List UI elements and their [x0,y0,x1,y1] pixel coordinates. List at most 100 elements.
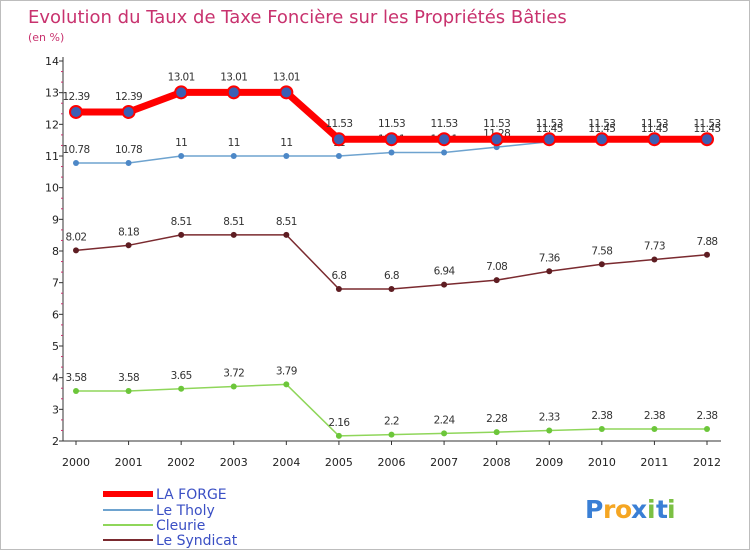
legend-label: Le Tholy [156,503,215,519]
data-point-cleurie[interactable] [230,383,237,390]
logo-letter: t [656,495,668,524]
data-point-cleurie[interactable] [283,381,290,388]
data-point-la-forge[interactable] [700,132,714,147]
x-tick-label: 2011 [640,456,668,469]
legend-item-la-forge[interactable]: LA FORGE [103,487,227,503]
x-tick-label: 2008 [483,456,511,469]
data-label-cleurie: 3.58 [66,372,87,384]
y-tick-label: 4 [52,372,59,385]
data-label-le-syndicat: 8.51 [171,216,192,228]
data-point-le-syndicat[interactable] [441,281,448,288]
data-point-cleurie[interactable] [651,425,658,432]
data-point-le-syndicat[interactable] [598,261,605,268]
logo-letter: r [603,495,616,524]
data-label-cleurie: 2.38 [591,410,612,422]
data-point-la-forge[interactable] [121,104,136,119]
axes: 2 3 4 5 6 7 8 9 10 11 12 13 14 2000 2001 2002 2003 2004 20… [45,55,721,469]
data-point-cleurie[interactable] [441,430,448,437]
data-point-la-forge[interactable] [647,132,662,147]
data-label-le-tholy: 11.45 [536,123,563,135]
data-point-le-tholy[interactable] [388,149,395,156]
x-tick-label: 2006 [378,456,406,469]
data-point-le-tholy[interactable] [125,159,132,166]
data-point-cleurie[interactable] [546,427,553,434]
data-point-la-forge[interactable] [174,85,189,100]
y-tick-label: 14 [45,55,59,68]
data-point-cleurie[interactable] [335,432,342,439]
legend-item-le-syndicat[interactable]: Le Syndicat [103,533,238,549]
data-point-le-tholy[interactable] [178,153,185,159]
data-label-cleurie: 2.38 [697,410,718,422]
data-label-le-syndicat: 7.58 [591,245,612,257]
data-label-cleurie: 3.65 [171,370,192,382]
data-point-le-syndicat[interactable] [73,247,79,254]
data-point-le-syndicat[interactable] [704,251,710,258]
data-point-la-forge[interactable] [69,104,83,119]
y-tick-label: 13 [45,87,59,100]
data-label-la-forge: 11.53 [588,118,615,130]
data-label-cleurie: 3.79 [276,365,297,377]
data-point-le-syndicat[interactable] [335,286,342,292]
data-point-le-tholy[interactable] [230,153,237,159]
data-label-le-tholy: 11.45 [693,123,720,135]
data-point-cleurie[interactable] [73,387,79,394]
data-point-cleurie[interactable] [493,429,500,436]
data-point-le-syndicat[interactable] [230,231,237,238]
data-point-le-tholy[interactable] [441,149,448,156]
y-tick-label: 12 [45,118,59,131]
data-point-le-syndicat[interactable] [178,231,185,238]
y-tick-label: 3 [52,403,59,416]
data-point-le-syndicat[interactable] [493,277,500,284]
x-tick-label: 2000 [62,456,90,469]
logo-letter: o [615,495,632,524]
x-tick-label: 2009 [535,456,563,469]
data-label-cleurie: 3.72 [223,368,244,380]
data-point-la-forge[interactable] [279,85,294,100]
data-point-la-forge[interactable] [542,132,557,147]
data-point-le-syndicat[interactable] [388,286,395,292]
data-point-le-tholy[interactable] [335,153,342,159]
data-point-la-forge[interactable] [594,132,609,147]
y-tick-label: 11 [45,150,59,163]
data-point-cleurie[interactable] [704,425,710,432]
data-label-cleurie: 2.28 [486,413,507,425]
data-label-le-syndicat: 8.51 [223,216,244,228]
series-le-syndicat: 8.02 8.18 8.51 8.51 8.51 6.8 6.8 6.94 7.08 7.36 7.… [66,216,718,292]
legend-item-cleurie[interactable]: Cleurie [103,518,205,534]
data-point-le-syndicat[interactable] [125,242,132,249]
x-tick-label: 2012 [693,456,721,469]
legend-item-le-tholy[interactable]: Le Tholy [103,503,215,519]
data-label-la-forge: 11.53 [693,118,720,130]
data-point-la-forge[interactable] [331,132,346,147]
x-tick-label: 2001 [115,456,143,469]
data-point-cleurie[interactable] [178,385,185,392]
data-point-la-forge[interactable] [489,132,504,147]
series-line-cleurie [75,383,708,437]
data-point-la-forge[interactable] [384,132,399,147]
data-label-le-tholy: 10.78 [115,144,142,156]
data-label-la-forge: 11.53 [483,118,510,130]
y-tick-label: 7 [52,277,59,290]
data-point-cleurie[interactable] [598,425,605,432]
data-point-le-tholy[interactable] [283,153,290,159]
data-point-cleurie[interactable] [125,387,132,394]
y-tick-label: 2 [52,435,59,448]
data-point-la-forge[interactable] [226,85,241,100]
series-layer: 8.02 8.18 8.51 8.51 8.51 6.8 6.8 6.94 7.08 7.36 7.… [62,71,721,439]
data-label-cleurie: 2.2 [384,416,399,428]
data-point-la-forge[interactable] [437,132,452,147]
data-label-le-syndicat: 8.02 [66,231,87,243]
data-point-le-syndicat[interactable] [651,256,658,263]
data-label-le-syndicat: 7.73 [644,241,665,253]
data-point-cleurie[interactable] [388,431,395,438]
data-label-la-forge: 13.01 [220,71,247,83]
data-point-le-syndicat[interactable] [546,268,553,275]
data-point-le-tholy[interactable] [73,159,79,166]
data-label-le-syndicat: 6.94 [434,266,456,278]
data-label-le-syndicat: 7.36 [539,252,561,264]
data-label-cleurie: 2.33 [539,412,560,424]
data-point-le-syndicat[interactable] [283,231,290,238]
y-tick-label: 8 [52,245,59,258]
data-label-cleurie: 3.58 [118,372,139,384]
